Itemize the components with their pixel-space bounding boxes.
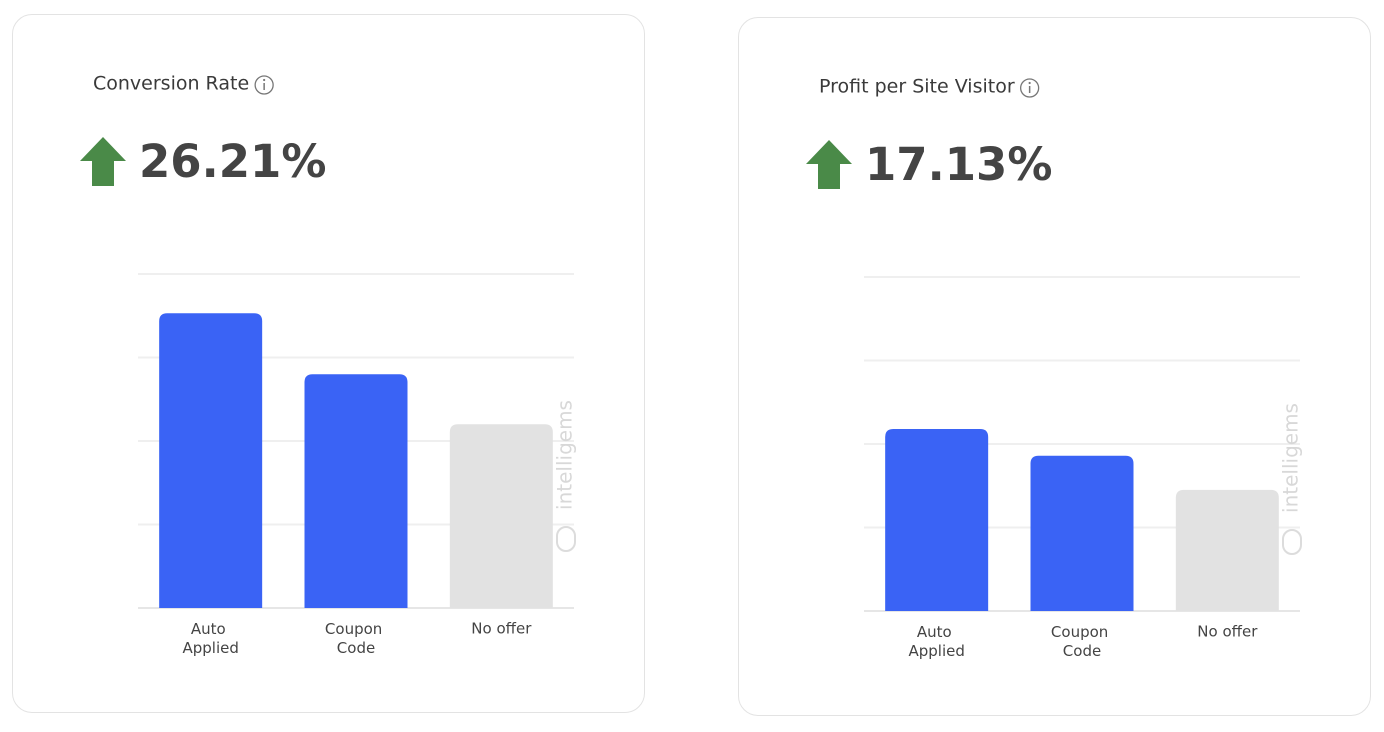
watermark-logo xyxy=(556,526,576,552)
chart: Profit per Site Visitor 17.13% intelligems… xyxy=(806,76,1303,660)
bar xyxy=(885,428,989,611)
x-tick-label: Coupon Code xyxy=(325,620,387,657)
x-tick-label: No offer xyxy=(471,620,532,638)
metric-card: Profit per Site Visitor 17.13% intelligems… xyxy=(738,17,1371,716)
card-title: Profit per Site Visitor xyxy=(819,76,1015,98)
watermark: intelligems xyxy=(553,400,577,510)
x-tick-label: No offer xyxy=(1197,623,1258,641)
info-icon-dot xyxy=(263,78,266,82)
up-arrow xyxy=(80,137,126,186)
info-icon-dot xyxy=(1028,81,1031,85)
card-title: Conversion Rate xyxy=(93,73,249,95)
up-arrow xyxy=(806,140,852,189)
info-icon xyxy=(254,75,274,95)
watermark: intelligems xyxy=(1279,403,1303,513)
info-icon xyxy=(1019,78,1040,98)
x-tick-label: Coupon Code xyxy=(1051,623,1113,660)
bar xyxy=(1030,455,1134,611)
headline-value: 26.21% xyxy=(139,135,326,188)
chart: Conversion Rate 26.21% intelligems Auto App… xyxy=(80,73,577,657)
bar xyxy=(304,374,408,608)
bar xyxy=(449,424,553,608)
x-tick-label: Auto Applied xyxy=(908,623,964,660)
watermark-logo xyxy=(1282,529,1302,555)
headline-value: 17.13% xyxy=(865,138,1052,191)
metric-card: Conversion Rate 26.21% intelligems Auto App… xyxy=(12,14,645,713)
x-tick-label: Auto Applied xyxy=(182,620,238,657)
bar xyxy=(159,313,263,608)
bar xyxy=(1175,489,1279,611)
